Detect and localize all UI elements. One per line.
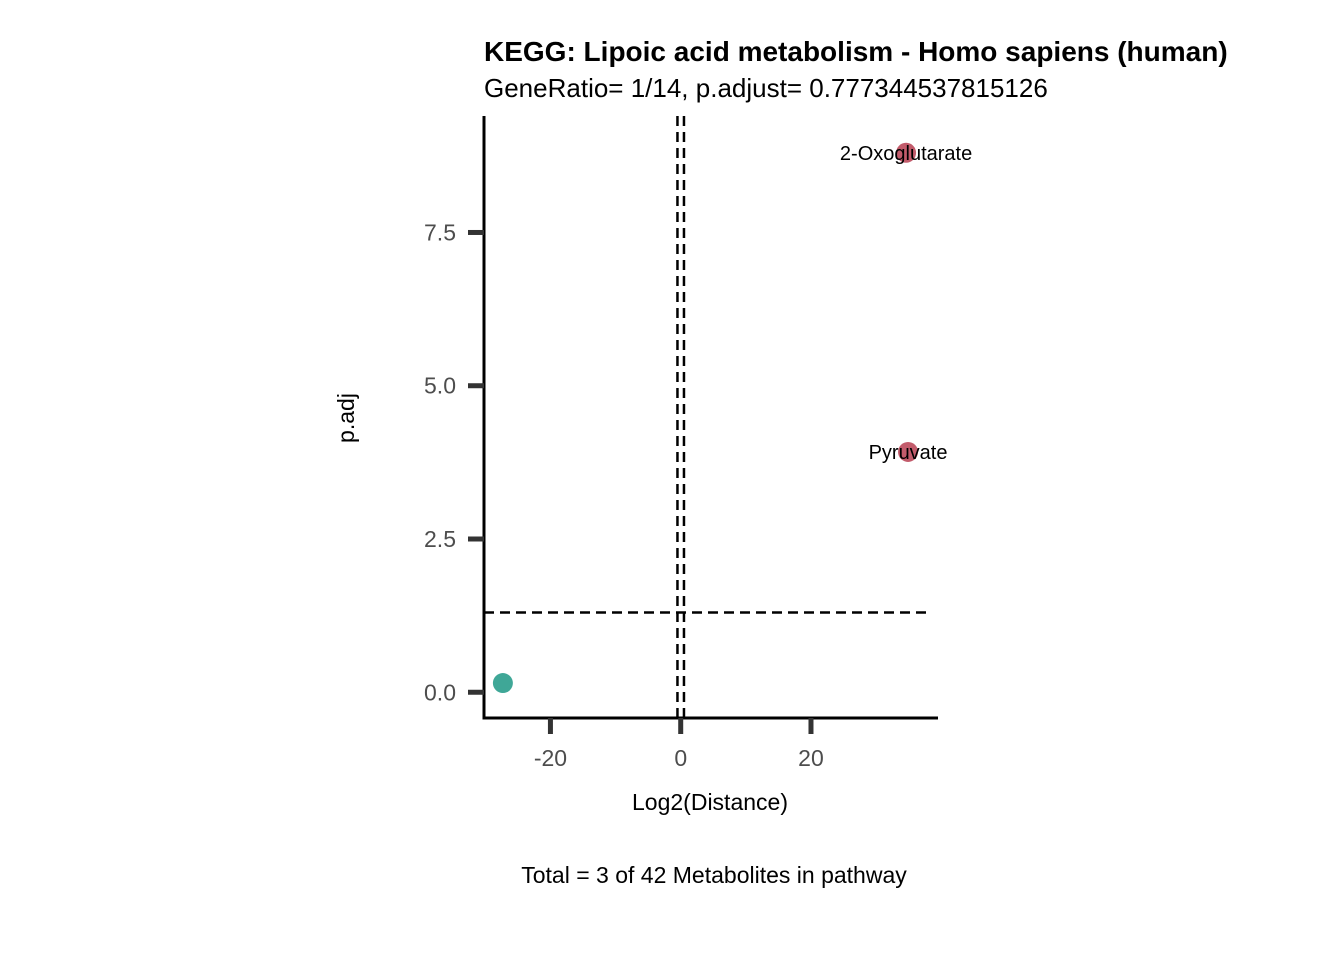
- y-tick-label: 2.5: [424, 526, 456, 552]
- chart-title: KEGG: Lipoic acid metabolism - Homo sapi…: [484, 36, 1228, 67]
- x-tick-label: 0: [674, 745, 687, 771]
- y-tick-label: 7.5: [424, 219, 456, 245]
- y-tick-label: 0.0: [424, 679, 456, 705]
- chart-caption: Total = 3 of 42 Metabolites in pathway: [521, 862, 907, 888]
- reference-lines: [484, 116, 930, 718]
- y-axis-title: p.adj: [333, 393, 359, 443]
- x-axis-title: Log2(Distance): [632, 789, 788, 815]
- y-tick-label: 5.0: [424, 373, 456, 399]
- data-point: [492, 673, 513, 694]
- chart-subtitle: GeneRatio= 1/14, p.adjust= 0.77734453781…: [484, 73, 1048, 103]
- data-point: [898, 441, 919, 462]
- point-label: 2-Oxoglutarate: [840, 143, 972, 165]
- x-tick-label: 20: [798, 745, 824, 771]
- data-point: [896, 142, 917, 163]
- axes: [482, 116, 938, 720]
- data-points: [492, 142, 919, 694]
- ticks: 0.0 2.5 5.0 7.5 -20 0 20: [424, 219, 824, 771]
- point-labels: 2-Oxoglutarate Pyruvate: [840, 143, 972, 464]
- x-tick-label: -20: [534, 745, 567, 771]
- point-label: Pyruvate: [869, 442, 948, 464]
